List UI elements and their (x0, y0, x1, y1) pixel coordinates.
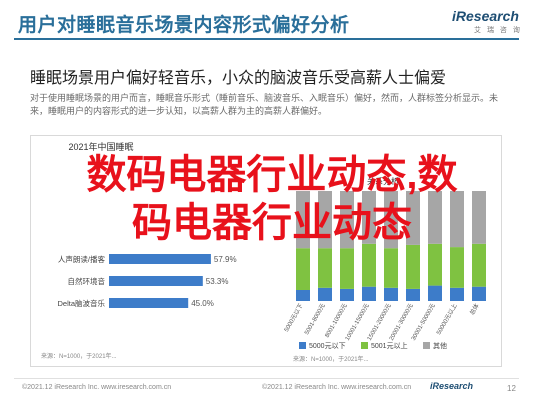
page-number: 12 (507, 384, 516, 393)
legend-swatch-0 (299, 342, 306, 349)
right-category-label-1: 5001-8000元 (303, 303, 326, 337)
right-category-label-8: 总体 (468, 302, 481, 316)
right-category-label-5: 20001-30000元 (388, 303, 415, 342)
left-bar-value-2: 57.9% (214, 255, 237, 264)
left-chart-note: 来源：N=1000，于2021年... (41, 352, 117, 360)
stack-segment-4-0 (384, 287, 398, 301)
right-category-label-2: 8001-10000元 (324, 303, 349, 339)
left-bar-label-4: Delta脑波音乐 (57, 298, 105, 308)
right-category-label-6: 30001-50000元 (410, 303, 437, 342)
right-category-label-4: 15001-20000元 (366, 303, 393, 342)
chart-panel: 2021年中国睡眠 57.9% 人声朗读/播客 53.3% 自然环境音 45.0% Delt… (30, 135, 502, 367)
left-bar-value-4: 45.0% (191, 299, 214, 308)
right-category-label-3: 10001-15000元 (344, 303, 371, 342)
stack-segment-7-1 (450, 247, 464, 288)
stack-segment-1-1 (318, 248, 332, 288)
left-bar-4 (109, 298, 189, 308)
stack-segment-4-1 (384, 248, 398, 288)
stack-segment-0-1 (296, 248, 310, 290)
stack-segment-1-0 (318, 287, 332, 301)
stack-segment-0-2 (296, 191, 310, 249)
left-bar-label-2: 人声朗读/播客 (58, 254, 106, 264)
right-category-label-7: 50000元以上 (434, 302, 458, 336)
footer-copyright-left: ©2021.12 iResearch Inc. www.iresearch.co… (22, 384, 172, 391)
stack-segment-8-1 (472, 243, 486, 287)
stack-segment-2-0 (340, 288, 354, 301)
stack-segment-0-0 (296, 290, 310, 301)
overlay-text-line2: 码电器行业动态 (132, 201, 412, 245)
left-bar-label-3: 自然环境音 (68, 276, 106, 286)
slide-subtitle: 睡眠场景用户偏好轻音乐，小众的脑波音乐受高薪人士偏爱 (30, 70, 447, 87)
left-bar-value-3: 53.3% (206, 277, 229, 286)
stack-segment-2-1 (340, 248, 354, 289)
stack-segment-8-0 (472, 286, 486, 301)
left-chart-title: 2021年中国睡眠 (68, 141, 133, 152)
logo-subtext: 艾 瑞 咨 询 (474, 27, 522, 34)
overlay-text-line1: 数码电器行业动态,数 (86, 153, 458, 197)
chart-svg: 2021年中国睡眠 57.9% 人声朗读/播客 53.3% 自然环境音 45.0% Delt… (41, 141, 486, 363)
description-paragraph: 对于使用睡眠场景的用户而言，睡眠音乐形式（睡前音乐、脑波音乐、入眠音乐）偏好，然… (30, 93, 499, 116)
footer-copyright-mid: ©2021.12 iResearch Inc. www.iresearch.co… (262, 384, 412, 391)
stack-segment-6-0 (428, 285, 442, 301)
page-title: 用户对睡眠音乐场景内容形式偏好分析 (18, 15, 350, 36)
footer-logo: iResearch (430, 381, 474, 391)
footer-divider (14, 378, 519, 379)
legend-swatch-2 (423, 342, 430, 349)
stack-segment-6-1 (428, 243, 442, 286)
iresearch-logo: iResearch 艾 瑞 咨 询 (452, 8, 522, 40)
stack-segment-5-2 (406, 191, 420, 245)
legend-swatch-1 (361, 342, 368, 349)
logo-text: iResearch (452, 8, 519, 24)
right-chart-subtitle: 关系分析 (367, 176, 399, 186)
right-chart-note: 来源：N=1000，于2021年... (293, 355, 369, 363)
stack-segment-3-1 (362, 243, 376, 287)
stack-segment-1-2 (318, 191, 332, 249)
stack-segment-2-2 (340, 191, 354, 249)
stack-segment-4-2 (384, 191, 398, 249)
legend-label-1: 5001元以上 (371, 341, 408, 350)
left-bar-2 (109, 254, 211, 264)
right-category-label-0: 5000元以下 (283, 303, 305, 334)
stack-segment-6-2 (428, 191, 442, 244)
stack-segment-3-2 (362, 191, 376, 244)
stack-segment-5-1 (406, 244, 420, 289)
legend-label-0: 5000元以下 (309, 342, 346, 350)
stack-segment-3-0 (362, 286, 376, 301)
stack-segment-5-0 (406, 288, 420, 301)
header-divider (14, 38, 519, 40)
legend-label-2: 其他 (433, 341, 447, 350)
stack-segment-7-2 (450, 191, 464, 248)
left-bar-3 (109, 276, 203, 286)
stack-segment-7-0 (450, 287, 464, 301)
stack-segment-8-2 (472, 191, 486, 244)
